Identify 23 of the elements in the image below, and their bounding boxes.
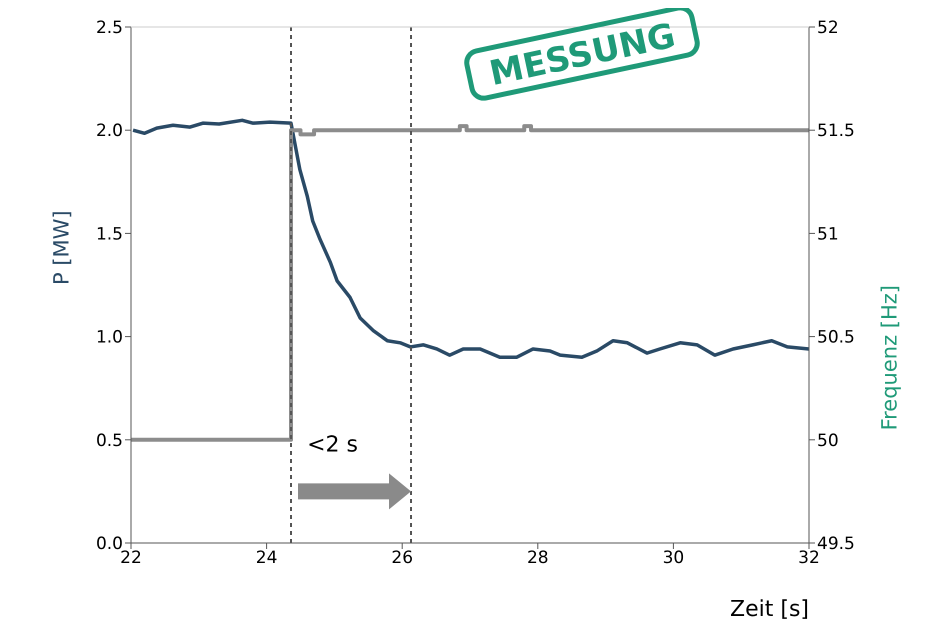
x-tick-label: 22 bbox=[120, 548, 142, 568]
y-tick-label: 2.0 bbox=[96, 121, 123, 142]
x-tick-label: 24 bbox=[256, 548, 278, 568]
x-tick-label: 32 bbox=[798, 548, 820, 568]
y-tick-label: 1.5 bbox=[96, 224, 123, 244]
y2-tick-label: 50.5 bbox=[817, 328, 855, 348]
y-tick-label: 0.5 bbox=[96, 430, 123, 451]
y2-tick-label: 52 bbox=[817, 18, 839, 38]
x-tick-label: 30 bbox=[662, 548, 684, 568]
y-tick-label: 2.5 bbox=[96, 18, 123, 38]
x-tick-label: 26 bbox=[391, 548, 414, 568]
annotation: <2 s bbox=[307, 432, 358, 458]
y-tick-label: 1.0 bbox=[96, 328, 123, 348]
y-tick-label: 0.0 bbox=[96, 534, 123, 554]
y2-axis-title: Frequenz [Hz] bbox=[877, 285, 902, 430]
y2-tick-label: 51 bbox=[817, 224, 839, 244]
y2-tick-label: 49.5 bbox=[817, 534, 855, 554]
line-series bbox=[131, 118, 809, 359]
y2-tick-label: 50 bbox=[817, 430, 839, 451]
y-axis-title: P [MW] bbox=[49, 210, 74, 285]
x-tick-label: 28 bbox=[526, 548, 549, 568]
y2-tick-label: 51.5 bbox=[817, 121, 855, 142]
x-axis-title: Zeit [s] bbox=[730, 597, 809, 622]
